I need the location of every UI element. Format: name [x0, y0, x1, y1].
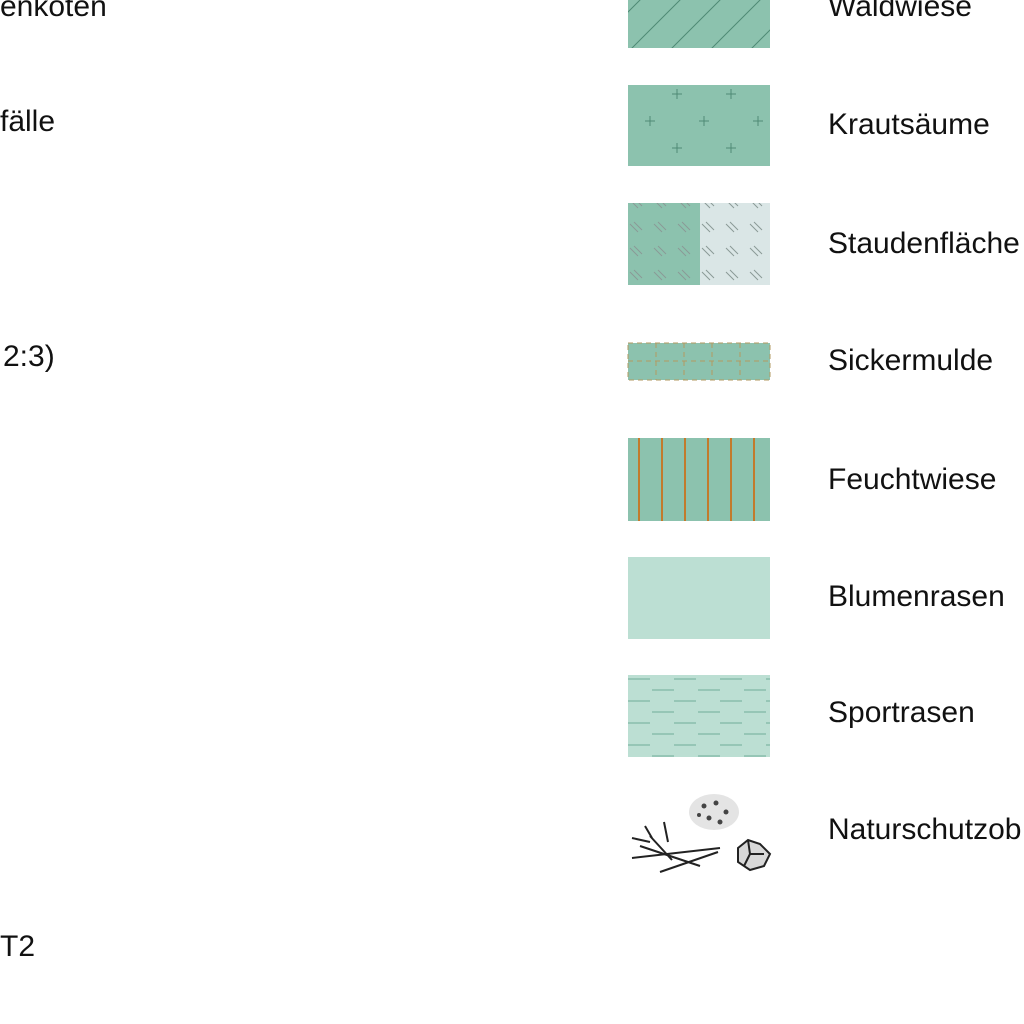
swatch-sportrasen: [628, 675, 770, 757]
legend-labels: Waldwiese Krautsäume Staudenfläche Sickermu…: [828, 0, 1021, 846]
icon-naturschutz: [631, 794, 772, 873]
legend-label: Staudenfläche: [828, 227, 1020, 260]
legend-label: Blumenrasen: [828, 580, 1005, 613]
legend-label: Sickermulde: [828, 344, 993, 377]
swatch-blumenrasen: [628, 557, 770, 639]
left-text: 2:3): [3, 340, 55, 373]
left-texts: enkoten fälle 2:3) T2: [0, 0, 107, 963]
swatch-sickermulde: [627, 342, 771, 381]
swatch-staudenflaechen: [628, 203, 770, 285]
legend-label: Feuchtwiese: [828, 463, 996, 496]
legend-label: Krautsäume: [828, 108, 990, 141]
swatch-krautsaeume: [628, 85, 770, 166]
legend-label: Naturschutzob: [828, 813, 1021, 846]
legend-label: Waldwiese: [828, 0, 972, 23]
left-text: fälle: [0, 105, 55, 138]
left-text: enkoten: [0, 0, 107, 23]
left-text: T2: [0, 930, 35, 963]
swatch-waldwiese: [628, 0, 770, 48]
legend-label: Sportrasen: [828, 696, 975, 729]
swatch-feuchtwiese: [628, 438, 770, 521]
swatches: [627, 0, 772, 873]
